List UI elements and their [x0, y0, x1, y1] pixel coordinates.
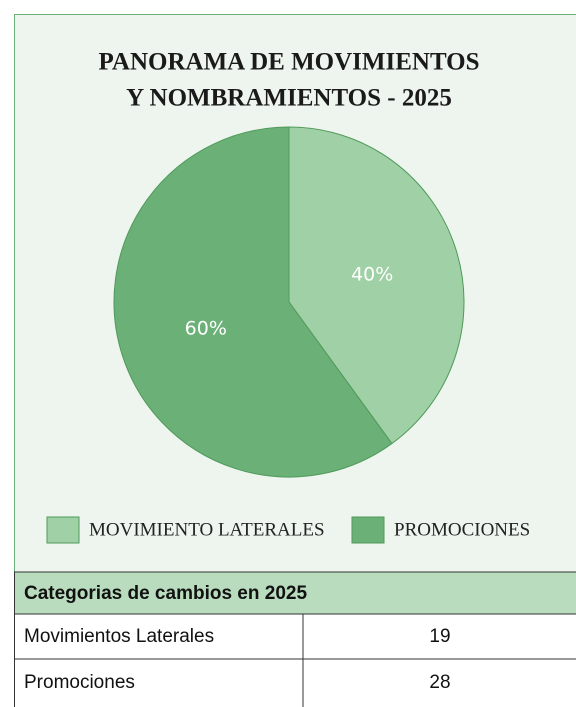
pie-slice — [288, 126, 465, 445]
table-header — [14, 571, 576, 615]
chart-title: Y NOMBRAMIENTOS - 2025 — [126, 85, 452, 112]
table-cell: Promociones — [24, 672, 135, 693]
legend-label: MOVIMIENTO LATERALES — [89, 519, 325, 540]
value-label: 40% — [351, 263, 393, 285]
chart-title: PANORAMA DE MOVIMIENTOS — [98, 49, 479, 76]
table-cell: 28 — [429, 672, 450, 693]
table-title: Categorias de cambios en 2025 — [24, 583, 307, 604]
table-row — [14, 613, 576, 660]
legend-swatch — [351, 516, 385, 544]
legend-swatch — [46, 516, 80, 544]
value-label: 60% — [185, 318, 227, 340]
pie-slice — [113, 126, 393, 478]
table-cell: Movimientos Laterales — [24, 626, 214, 647]
legend-label: PROMOCIONES — [394, 519, 530, 540]
table-cell: 19 — [429, 626, 450, 647]
table-row — [14, 658, 576, 707]
